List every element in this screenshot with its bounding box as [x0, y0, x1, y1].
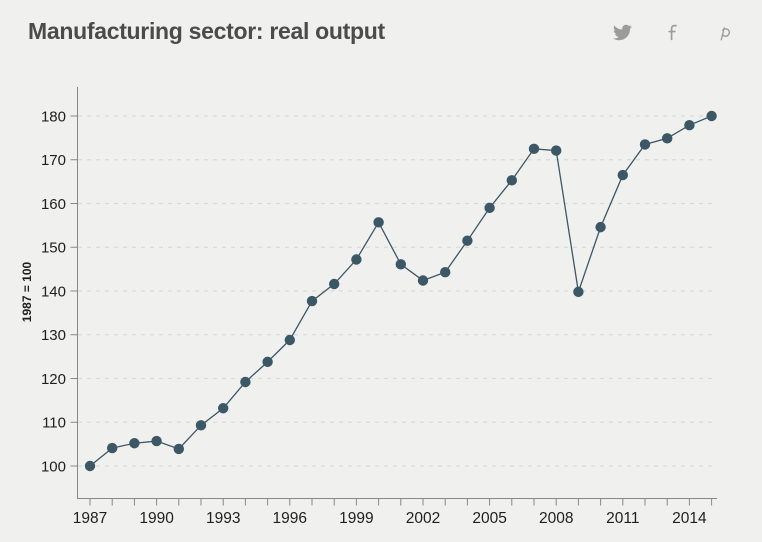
svg-text:180: 180	[41, 108, 66, 125]
data-point-markers	[84, 110, 717, 472]
svg-text:130: 130	[41, 327, 66, 344]
svg-text:1999: 1999	[339, 510, 373, 527]
svg-text:2014: 2014	[672, 510, 707, 527]
svg-text:1987 = 100: 1987 = 100	[20, 261, 34, 322]
axes	[77, 87, 717, 499]
data-point	[617, 169, 628, 181]
data-point	[262, 356, 273, 368]
svg-text:2005: 2005	[472, 510, 506, 527]
data-point	[706, 110, 717, 122]
data-point	[684, 119, 695, 131]
x-ticks	[89, 498, 713, 506]
social-share-buttons	[612, 22, 734, 42]
svg-text:2002: 2002	[406, 510, 440, 527]
page-title: Manufacturing sector: real output	[28, 18, 385, 44]
data-point	[506, 175, 517, 186]
data-point	[417, 275, 429, 286]
y-axis	[70, 115, 77, 467]
data-point	[662, 133, 673, 144]
svg-text:2011: 2011	[606, 510, 639, 527]
data-point	[462, 235, 473, 246]
svg-text:150: 150	[41, 240, 66, 257]
data-point	[551, 145, 562, 156]
svg-text:110: 110	[42, 415, 66, 432]
data-point	[484, 202, 495, 214]
header: Manufacturing sector: real output	[0, 0, 762, 62]
data-point	[240, 376, 251, 388]
data-point	[573, 286, 584, 298]
data-point	[173, 443, 184, 455]
facebook-icon	[664, 23, 683, 42]
y-tick-labels: 100 110 120 130 140 150 160 170 180	[41, 108, 66, 475]
svg-text:120: 120	[41, 371, 66, 388]
pinterest-icon	[715, 23, 734, 42]
data-point	[107, 442, 118, 454]
data-point	[373, 217, 384, 228]
y-gridlines	[78, 115, 714, 467]
data-point	[195, 420, 207, 431]
twitter-icon	[612, 23, 632, 42]
data-point	[329, 278, 340, 290]
twitter-share-button[interactable]	[612, 22, 632, 42]
svg-text:1990: 1990	[139, 510, 174, 527]
svg-text:140: 140	[41, 283, 66, 300]
y-axis-title: 1987 = 100	[20, 261, 34, 322]
data-point	[218, 403, 229, 414]
data-point	[84, 460, 96, 472]
svg-text:1987: 1987	[73, 510, 107, 527]
data-point	[440, 266, 451, 278]
data-point	[151, 435, 162, 447]
data-point	[528, 143, 540, 155]
svg-text:2008: 2008	[539, 510, 573, 527]
svg-text:1996: 1996	[273, 510, 307, 527]
data-point	[284, 334, 295, 346]
svg-text:160: 160	[41, 196, 66, 213]
data-point	[351, 254, 362, 265]
svg-text:100: 100	[41, 458, 66, 475]
pinterest-share-button[interactable]	[714, 22, 734, 42]
data-point	[129, 438, 140, 449]
svg-text:1993: 1993	[206, 510, 240, 527]
data-point	[306, 295, 318, 307]
data-point	[395, 259, 406, 270]
facebook-share-button[interactable]	[663, 22, 683, 42]
data-point	[639, 139, 651, 150]
x-tick-labels: 1987 1990 1993 1996 1999 2002 2005 2008 2011 2014	[73, 510, 707, 527]
data-point	[595, 221, 606, 233]
svg-text:170: 170	[41, 152, 66, 169]
